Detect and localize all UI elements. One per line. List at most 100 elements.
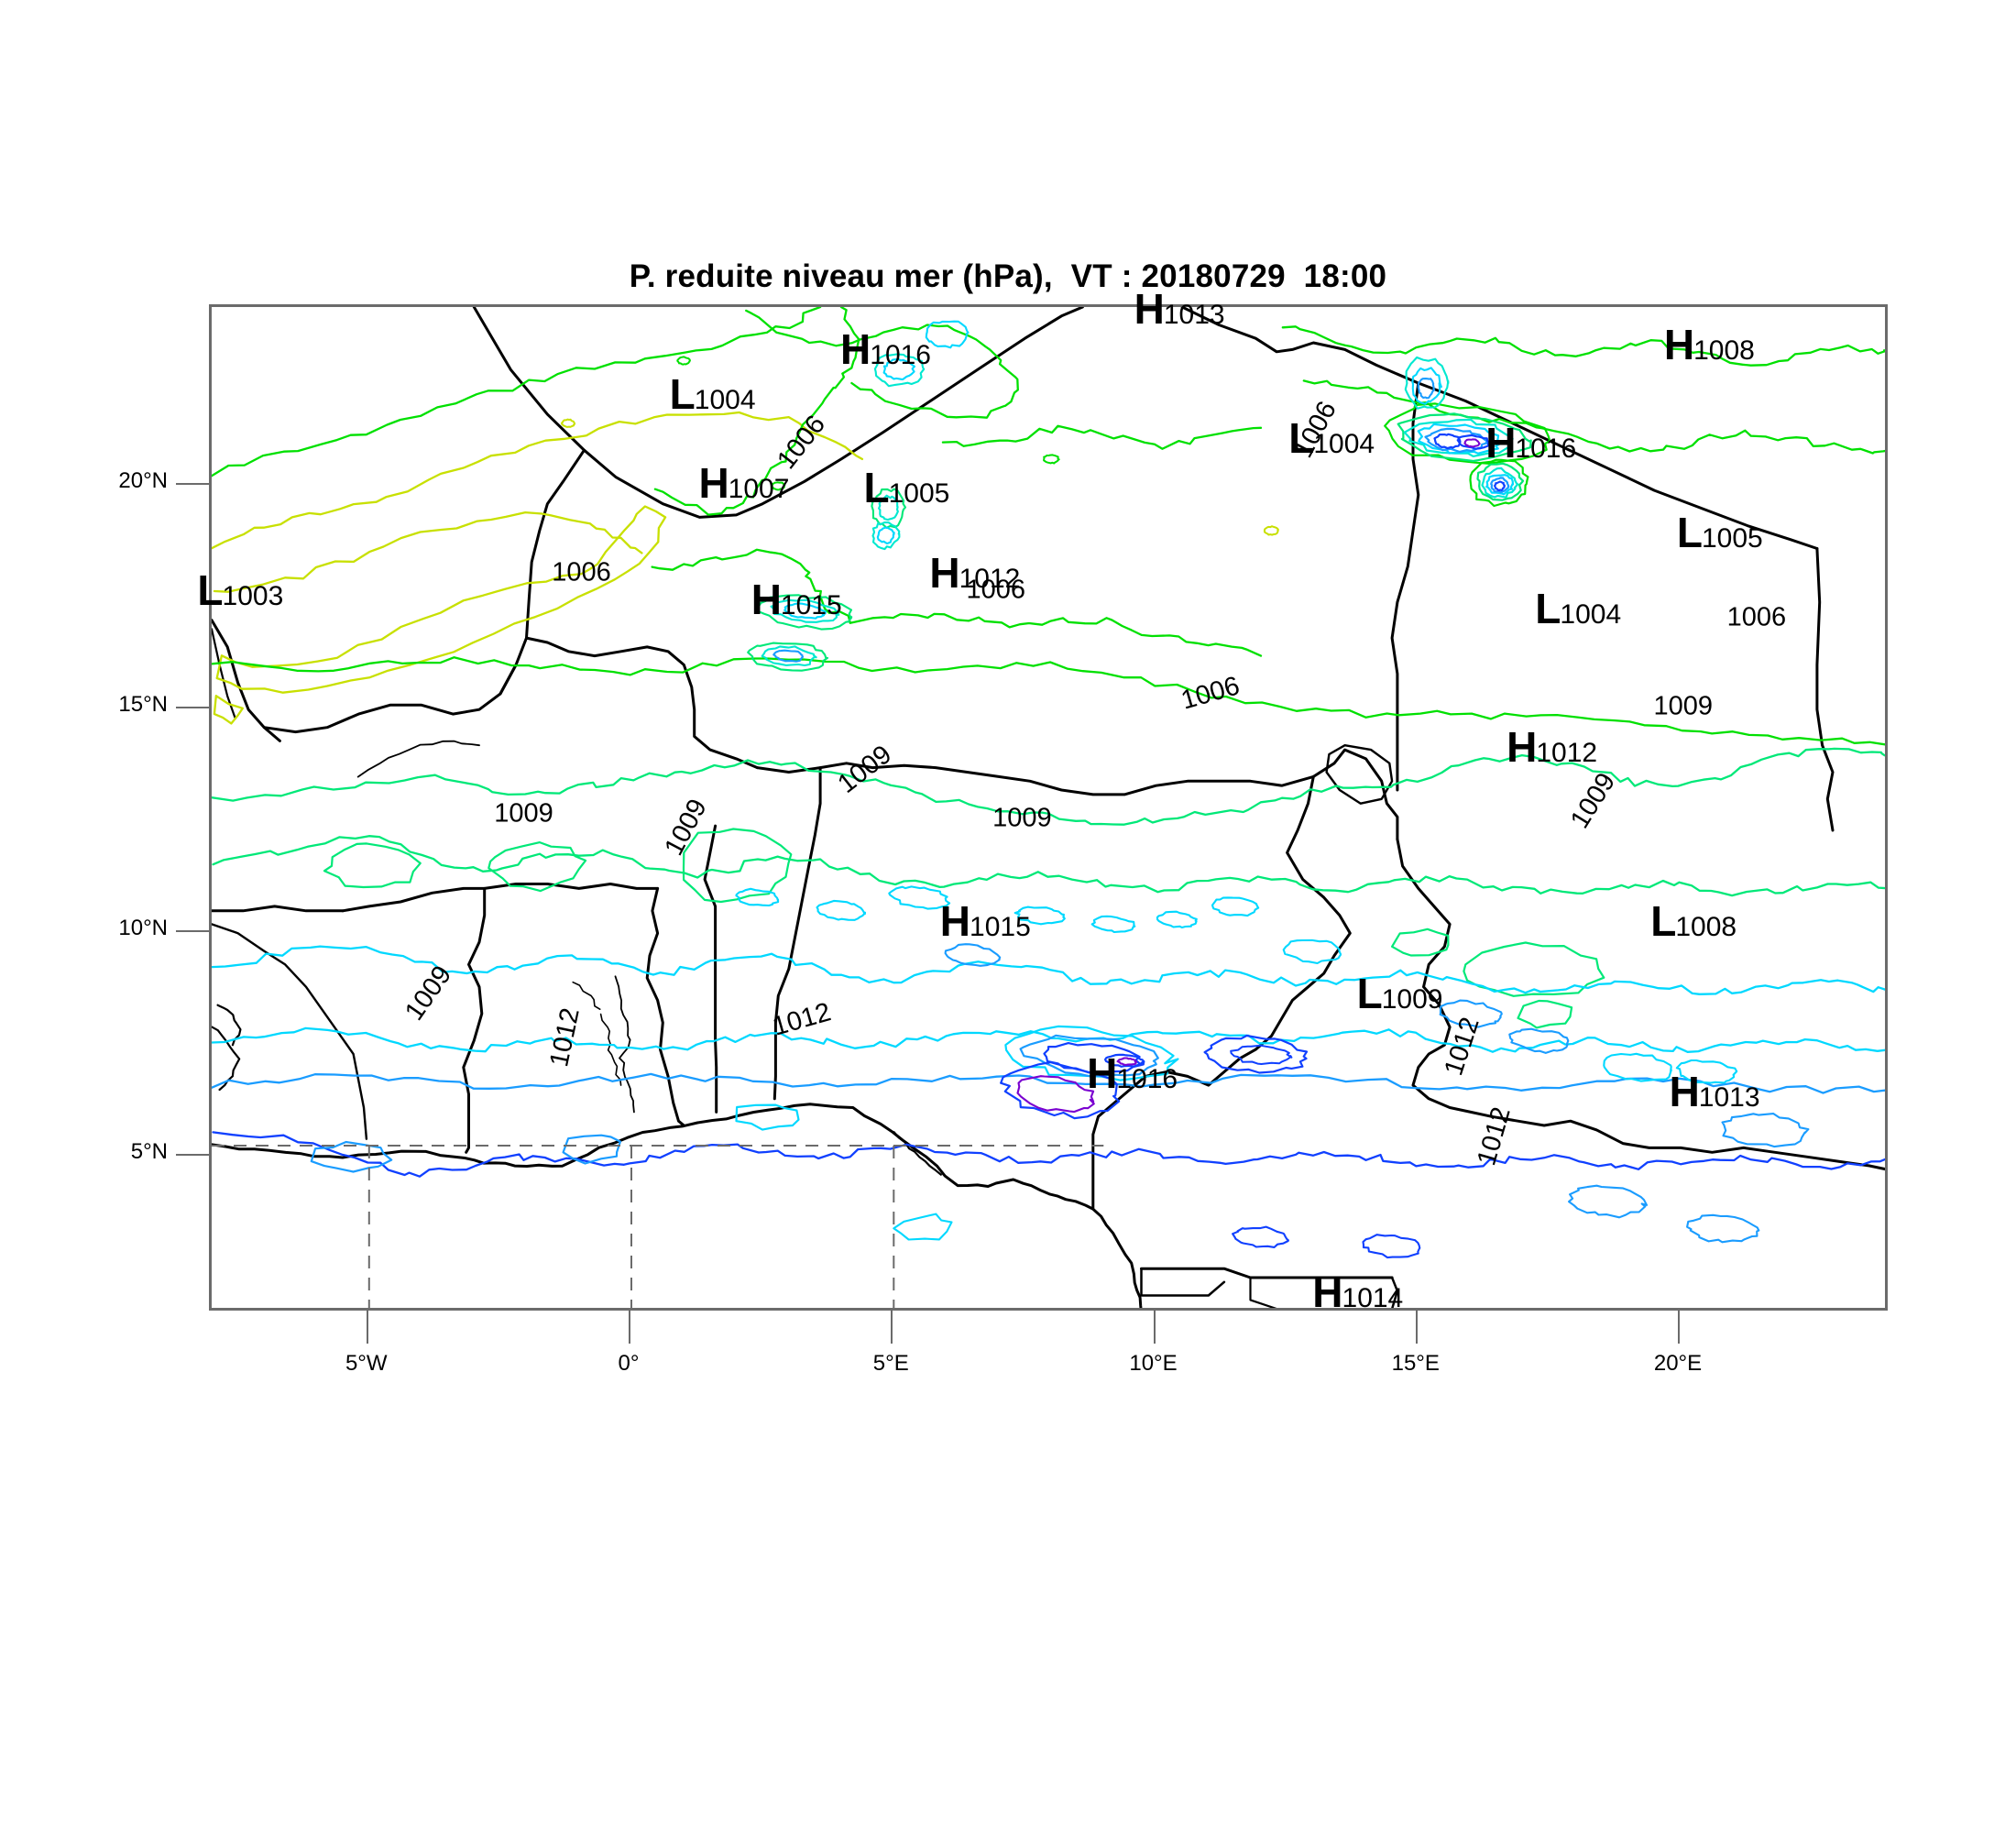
- cell-c1: [871, 488, 907, 529]
- contour-1006-n: [212, 307, 822, 477]
- contour-label-1009-6: 1009: [1653, 691, 1713, 721]
- pressure-center-symbol: L: [1650, 897, 1676, 946]
- border-benin-togo: [703, 824, 718, 1114]
- cell-c2: [878, 494, 899, 521]
- contour-ne3-a: [1404, 356, 1450, 410]
- lake-volta-branch: [599, 1013, 622, 1086]
- contour-label-1006-2: 1006: [966, 575, 1026, 605]
- pressure-center-l-1004-4: L1004: [1288, 417, 1375, 459]
- cell-n7: [816, 899, 867, 921]
- y-tick-label-2: 15°N: [118, 692, 168, 718]
- contour-1003-closed: [213, 695, 244, 725]
- pressure-center-value: 1003: [222, 581, 284, 612]
- cell-d2: [876, 526, 895, 545]
- pressure-center-symbol: H: [1485, 419, 1516, 467]
- x-tick-label-3: 10°E: [1129, 1351, 1178, 1376]
- border-cameroon-gabon: [1140, 1267, 1394, 1279]
- pressure-center-symbol: H: [840, 324, 871, 373]
- cell-s2: [1508, 1027, 1570, 1054]
- contour-1013: [212, 1072, 1885, 1094]
- border-chad-niger: [1390, 381, 1420, 792]
- pressure-center-symbol: H: [929, 548, 959, 597]
- contour-1009-main: [212, 747, 1885, 826]
- pressure-center-symbol: H: [751, 576, 782, 624]
- pressure-center-symbol: L: [1676, 508, 1703, 556]
- x-tick-mark: [629, 1311, 630, 1344]
- pocket-sahel-a: [323, 842, 422, 889]
- cell-s7: [1686, 1213, 1760, 1244]
- border-mali-niger: [262, 636, 759, 770]
- pressure-center-value: 1007: [728, 474, 790, 505]
- cell-b3: [772, 649, 805, 663]
- cell-f1: [925, 320, 970, 349]
- pressure-center-value: 1015: [780, 590, 842, 621]
- cell-a2: [770, 598, 840, 623]
- x-tick-mark: [891, 1311, 893, 1344]
- cell-n4: [1156, 910, 1198, 929]
- contour-ne-1006: [1384, 402, 1551, 465]
- x-tick-mark: [1678, 1311, 1680, 1344]
- pressure-center-value: 1012: [959, 563, 1021, 594]
- speck-a: [560, 418, 576, 428]
- border-equatorial-guinea: [1140, 1267, 1226, 1297]
- pressure-center-l-1009-16: L1009: [1357, 972, 1443, 1015]
- pressure-center-l-1008-15: L1008: [1650, 900, 1737, 942]
- pressure-center-value: 1005: [1701, 522, 1763, 554]
- contour-ne2-1009: [1485, 474, 1515, 496]
- contour-1006-main: [212, 656, 1885, 746]
- pressure-center-symbol: H: [1312, 1268, 1342, 1317]
- pressure-center-symbol: L: [669, 369, 696, 418]
- map-plot-area[interactable]: [209, 304, 1888, 1311]
- pressure-center-symbol: H: [1134, 284, 1165, 333]
- cell-n3: [1090, 915, 1136, 934]
- contour-1009-b: [212, 835, 1885, 897]
- contour-ne2-1007: [1476, 462, 1525, 501]
- pressure-center-symbol: H: [1507, 723, 1537, 772]
- contour-1014: [212, 1131, 1885, 1178]
- cell-a1: [755, 594, 853, 631]
- contour-1006-c: [941, 424, 1263, 450]
- border-ivorycoast-west: [212, 923, 368, 1140]
- pressure-center-value: 1016: [1116, 1064, 1178, 1095]
- cell-n2: [1013, 906, 1066, 926]
- border-gabon-detail: [1249, 1276, 1277, 1308]
- pressure-center-value: 1016: [870, 339, 932, 370]
- pressure-center-symbol: H: [939, 897, 970, 946]
- chart-title: P. reduite niveau mer (hPa), VT : 201807…: [629, 258, 1387, 294]
- x-tick-mark: [366, 1311, 368, 1344]
- pocket-car-c: [1391, 927, 1450, 957]
- pressure-center-symbol: L: [863, 464, 889, 512]
- cell-n1: [888, 885, 951, 910]
- contour-1006-ne2: [1281, 325, 1885, 367]
- contour-ne2-1006: [1469, 458, 1529, 508]
- contour-1006-ne: [1302, 379, 1885, 455]
- contour-ne-1008: [1403, 418, 1514, 457]
- pressure-center-l-1004-12: L1004: [1535, 587, 1621, 630]
- contour-ne-1012: [1456, 434, 1490, 450]
- contour-1004b: [213, 510, 643, 593]
- cell-s6: [1568, 1184, 1649, 1219]
- x-tick-label-1: 0°: [618, 1351, 640, 1376]
- pressure-center-value: 1004: [1560, 598, 1622, 630]
- contour-ne-1013: [1463, 438, 1481, 448]
- pressure-center-value: 1014: [1342, 1283, 1404, 1314]
- pressure-center-l-1004-3: L1004: [670, 373, 756, 415]
- border-chad-car: [1396, 838, 1885, 1171]
- speck-d: [1043, 454, 1060, 465]
- ocean-cell-c: [735, 1103, 800, 1131]
- cell-s8: [1232, 1225, 1289, 1248]
- pressure-center-symbol: H: [1087, 1049, 1117, 1098]
- contour-1004-band: [215, 505, 667, 694]
- pressure-center-symbol: H: [1663, 320, 1694, 368]
- contour-label-1009-10: 1009: [992, 803, 1052, 833]
- ocean-cell-d: [893, 1213, 953, 1241]
- pressure-center-h-1014-19: H1014: [1312, 1271, 1403, 1313]
- contour-ne2-1008: [1481, 466, 1519, 499]
- gg-1014: [1019, 1034, 1159, 1078]
- contour-1006-ridge: [653, 307, 860, 516]
- contour-1012-main: [212, 945, 1885, 995]
- x-tick-mark: [1153, 1311, 1156, 1344]
- pressure-center-l-1005-7: L1005: [863, 466, 949, 509]
- pressure-center-value: 1012: [1536, 738, 1598, 769]
